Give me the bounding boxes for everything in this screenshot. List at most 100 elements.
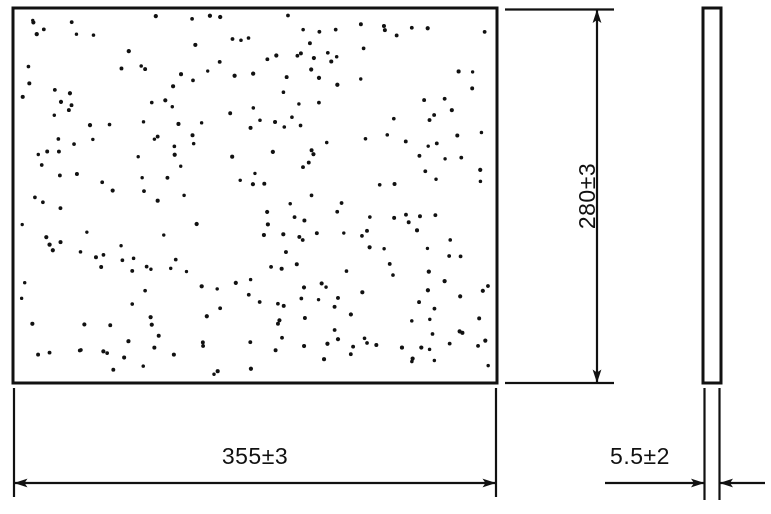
speckle-dot — [265, 209, 270, 214]
speckle-dot — [36, 352, 41, 357]
speckle-dot — [107, 122, 112, 127]
speckle-dot — [374, 343, 379, 348]
speckle-dot — [141, 364, 145, 368]
speckle-dot — [448, 238, 453, 242]
speckle-dot — [207, 13, 213, 18]
speckle-dot — [162, 233, 166, 237]
speckle-dot — [119, 66, 124, 71]
speckle-dot — [447, 341, 452, 346]
speckle-dot — [404, 212, 408, 217]
speckle-dot — [91, 137, 95, 142]
speckle-dot — [381, 23, 386, 28]
speckle-dot — [417, 153, 422, 158]
speckle-dot — [470, 86, 475, 91]
speckle-dot — [110, 188, 115, 193]
speckle-dot — [170, 105, 175, 109]
speckle-dot — [69, 20, 74, 25]
speckle-dot — [339, 201, 344, 205]
thickness-dimension-group: 5.5±2 — [605, 388, 765, 500]
speckle-dot — [199, 121, 204, 125]
speckle-dot — [193, 42, 198, 47]
speckle-dot — [426, 269, 431, 274]
speckle-dot — [27, 81, 32, 86]
speckle-dot — [130, 302, 135, 306]
speckle-dot — [149, 267, 153, 271]
speckle-dot — [281, 303, 286, 308]
speckle-dot — [342, 231, 346, 235]
speckle-dot — [309, 67, 314, 72]
speckle-dot — [140, 176, 144, 180]
speckle-dot — [179, 72, 184, 77]
speckle-dot — [358, 22, 363, 27]
speckle-dot — [427, 347, 432, 352]
speckle-dot — [149, 100, 154, 105]
speckle-dot — [277, 318, 282, 323]
speckle-dot — [301, 27, 305, 32]
speckle-dot — [457, 329, 462, 334]
speckle-dot — [281, 232, 286, 237]
speckle-dot — [299, 296, 304, 301]
speckle-dot — [31, 20, 36, 25]
speckle-dot — [409, 25, 414, 30]
speckle-dot — [456, 69, 461, 74]
speckle-dot — [126, 48, 131, 54]
thickness-dimension-label: 5.5±2 — [610, 443, 670, 469]
speckle-dot — [215, 369, 220, 374]
speckle-dot — [248, 340, 253, 345]
speckle-dot — [165, 175, 170, 180]
speckle-dot — [251, 71, 256, 76]
speckle-dot — [286, 13, 290, 18]
speckle-dot — [144, 264, 149, 269]
speckle-dot — [307, 41, 312, 46]
speckle-dot — [314, 231, 319, 236]
speckle-dot — [442, 278, 447, 284]
speckle-dot — [39, 163, 44, 167]
speckle-dot — [153, 14, 158, 19]
speckle-dot — [85, 230, 89, 234]
speckle-dot — [87, 123, 93, 128]
speckle-dot — [368, 215, 372, 219]
speckle-dot — [233, 280, 238, 285]
speckle-dot — [238, 178, 242, 183]
speckle-dot — [480, 288, 485, 293]
speckle-dot — [191, 141, 196, 146]
speckle-dot — [479, 130, 484, 135]
speckle-dot — [78, 250, 83, 254]
speckle-dot — [334, 55, 339, 59]
speckle-dot — [66, 108, 71, 113]
width-dimension-label: 355±3 — [222, 443, 288, 469]
speckle-dot — [311, 55, 316, 61]
speckle-dot — [33, 195, 37, 200]
speckle-dot — [361, 46, 366, 51]
speckle-dot — [325, 341, 330, 346]
speckle-dot — [329, 59, 334, 64]
speckle-dot — [204, 314, 209, 319]
speckle-dot — [486, 284, 490, 288]
speckle-dot — [425, 288, 431, 293]
speckle-dot — [143, 288, 147, 293]
speckle-dot — [335, 82, 340, 87]
speckle-dot — [258, 118, 262, 122]
speckle-dot — [77, 348, 82, 353]
speckle-dot — [120, 258, 125, 263]
speckle-dot — [251, 106, 256, 110]
speckle-dot — [290, 115, 294, 119]
speckle-dot — [69, 103, 74, 108]
speckle-dot — [265, 222, 270, 227]
speckle-dot — [58, 99, 64, 104]
speckle-dot — [139, 64, 143, 68]
speckle-dot — [302, 218, 307, 223]
speckle-dot — [387, 262, 392, 266]
speckle-dot — [394, 33, 399, 38]
speckle-dot — [428, 317, 432, 322]
speckle-dot — [297, 234, 302, 239]
speckle-dot — [276, 321, 280, 326]
speckle-dot — [248, 125, 253, 130]
speckle-dot — [20, 94, 25, 99]
speckle-dot — [273, 119, 278, 125]
speckle-dot — [399, 345, 405, 350]
width-dimension-group: 355±3 — [12, 388, 498, 497]
thickness-arrow-right — [719, 478, 733, 488]
speckle-dot — [26, 64, 31, 69]
front-view-group — [11, 6, 499, 385]
